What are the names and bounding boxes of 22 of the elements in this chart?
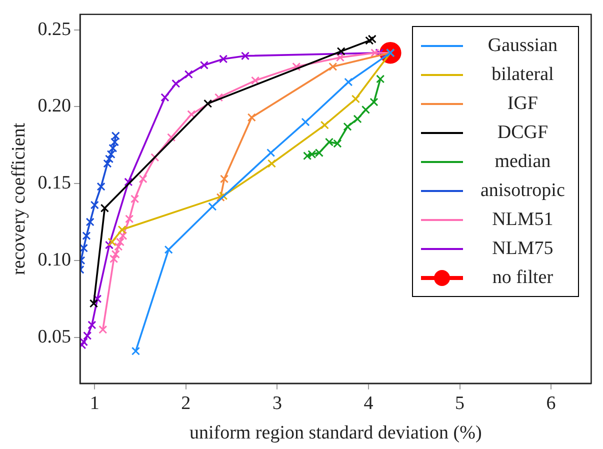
y-tick-label: 0.20 (38, 96, 72, 117)
legend-label: bilateral (490, 64, 555, 86)
x-tick-label: 5 (455, 392, 465, 414)
x-tick-label: 3 (272, 392, 282, 414)
x-tick-label: 1 (90, 392, 100, 414)
x-axis-title: uniform region standard deviation (%) (189, 422, 482, 444)
legend-label: NLM75 (491, 238, 554, 260)
y-tick-label: 0.10 (38, 249, 72, 270)
legend-label: DCGF (496, 122, 550, 144)
y-tick-label: 0.15 (38, 172, 72, 194)
legend-label: Gaussian (486, 34, 559, 57)
legend-label: IGF (506, 92, 539, 115)
x-tick-label: 6 (546, 392, 556, 414)
y-tick-label: 0.25 (38, 18, 72, 40)
legend-label: no filter (491, 266, 554, 289)
legend-label: median (494, 150, 552, 173)
x-tick-label: 2 (181, 392, 191, 414)
x-tick-label: 4 (364, 392, 374, 414)
y-tick-label: 0.05 (38, 326, 72, 348)
legend-label: anisotropic (479, 180, 566, 202)
y-axis-title: recovery coefficient (8, 122, 30, 275)
legend-label: NLM51 (491, 208, 554, 231)
